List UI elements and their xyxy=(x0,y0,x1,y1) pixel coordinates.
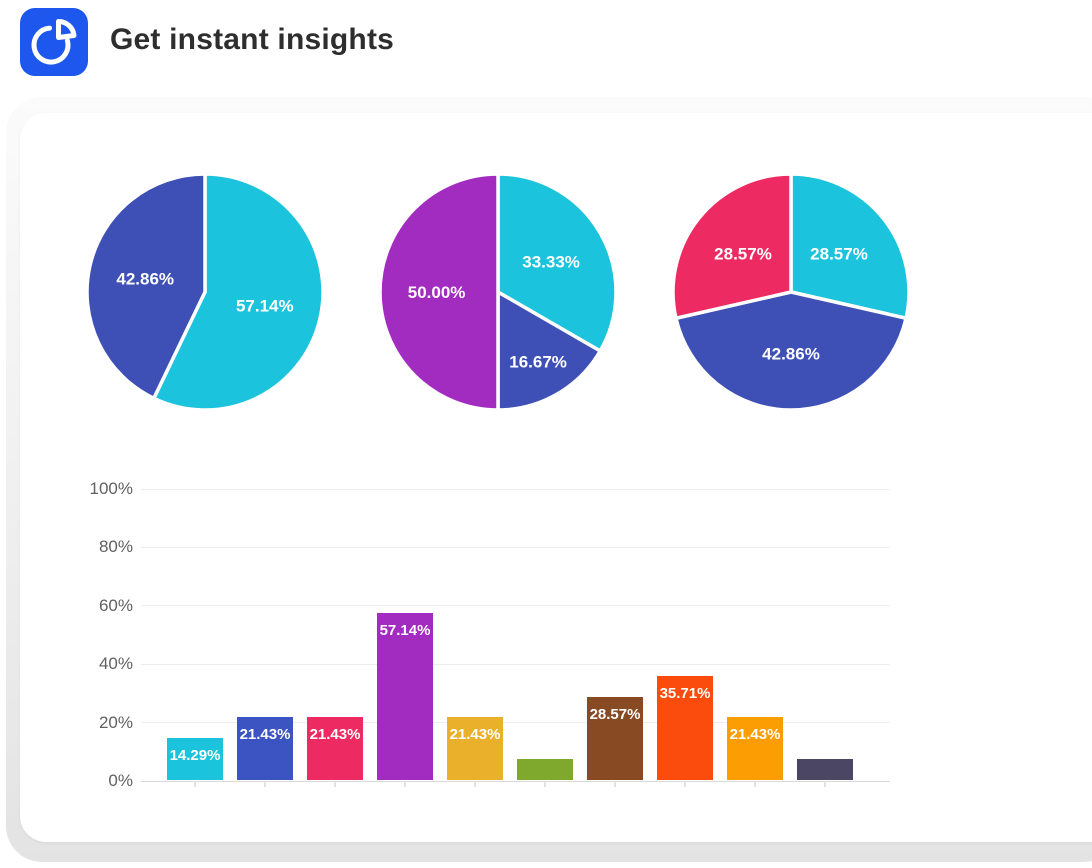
bar-value-label: 21.43% xyxy=(239,726,291,744)
pie-slice xyxy=(496,290,602,412)
bar-value-label: 57.14% xyxy=(379,622,431,640)
pie-chart-3: 28.57% 42.86% 28.57% xyxy=(671,172,911,412)
pie-slice xyxy=(789,172,911,320)
bar xyxy=(307,717,363,780)
gridline xyxy=(141,605,890,607)
gridline xyxy=(141,663,890,665)
bar-value-label: 14.29% xyxy=(169,747,221,765)
page-title: Get instant insights xyxy=(110,23,395,56)
bar xyxy=(237,717,293,780)
y-axis-tick-label: 60% xyxy=(98,595,133,615)
pie-slice-label: 28.57% xyxy=(714,245,772,264)
pie-slice-label: 50.00% xyxy=(408,283,466,302)
bar xyxy=(657,675,713,780)
pie-slice xyxy=(378,172,500,412)
y-axis-tick-label: 40% xyxy=(98,654,133,674)
y-axis-tick-label: 0% xyxy=(108,771,133,790)
bar-value-label: 21.43% xyxy=(309,726,361,744)
x-axis-tick xyxy=(824,781,826,787)
x-axis-tick xyxy=(614,781,616,787)
x-axis-tick xyxy=(754,781,756,787)
pie-chart-icon-glyph xyxy=(31,18,77,65)
y-axis-tick-label: 80% xyxy=(98,537,133,557)
bar xyxy=(517,759,573,780)
pie-slice-label: 42.86% xyxy=(762,344,820,363)
x-axis-tick xyxy=(264,781,266,787)
pie-slice xyxy=(152,172,325,412)
x-axis-tick xyxy=(404,781,406,787)
pie-chart-icon xyxy=(20,8,88,76)
x-axis-tick xyxy=(474,781,476,787)
x-axis-tick xyxy=(684,781,686,787)
pie-slice-label: 57.14% xyxy=(236,297,294,316)
pie-chart-1: 57.14% 42.86% xyxy=(85,172,325,412)
gridline xyxy=(141,546,890,548)
bar-value-label: 21.43% xyxy=(729,726,781,744)
pie-slice xyxy=(85,172,207,401)
bar xyxy=(797,759,853,780)
bar xyxy=(587,696,643,780)
pie-slice xyxy=(674,290,908,412)
x-axis-tick xyxy=(544,781,546,787)
bar xyxy=(447,717,503,780)
bar-value-label: 21.43% xyxy=(449,726,501,744)
bar-value-label: 28.57% xyxy=(589,705,641,723)
pie-slice xyxy=(496,172,618,353)
y-axis-tick-label: 100% xyxy=(89,479,133,498)
gridline xyxy=(141,780,890,782)
x-axis-tick xyxy=(194,781,196,787)
bar-chart: 0% 20% 40% 60% 80% 100% 14.29% 21.43% 21.43% 57.1… xyxy=(90,479,890,790)
pie-slice-label: 42.86% xyxy=(116,269,174,288)
pie-slice xyxy=(671,172,793,320)
pie-slice-label: 16.67% xyxy=(509,352,567,371)
bar xyxy=(727,717,783,780)
pie-slice-label: 33.33% xyxy=(522,252,580,271)
gridline xyxy=(141,488,890,490)
bar xyxy=(377,613,433,780)
x-axis-tick xyxy=(334,781,336,787)
gridline xyxy=(141,722,890,724)
bar-value-label: 35.71% xyxy=(659,684,711,702)
y-axis-tick-label: 20% xyxy=(98,712,133,732)
pie-slice-label: 28.57% xyxy=(810,245,868,264)
bar xyxy=(167,738,223,780)
pie-chart-2: 33.33% 16.67% 50.00% xyxy=(378,172,618,412)
